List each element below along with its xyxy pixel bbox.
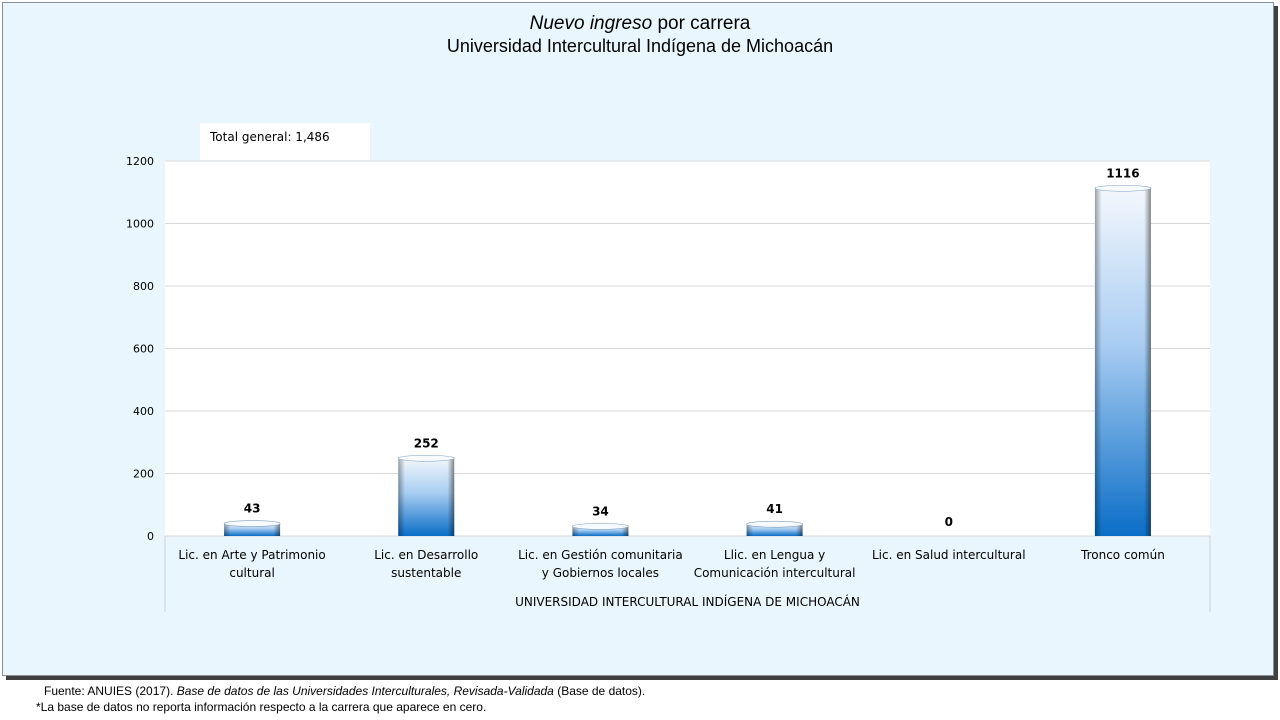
bar	[746, 520, 803, 536]
total-note-box: Total general: 1,486	[200, 123, 370, 160]
x-tick-label: Llic. en Lengua y	[724, 548, 825, 562]
bar	[397, 454, 455, 536]
x-tick-label: Lic. en Arte y Patrimonio	[178, 548, 325, 562]
source-prefix: Fuente: ANUIES (2017).	[44, 684, 174, 698]
data-label: 41	[766, 502, 783, 516]
x-group-label: UNIVERSIDAD INTERCULTURAL INDÍGENA DE MI…	[515, 594, 860, 609]
source-note: Fuente: ANUIES (2017). Base de datos de …	[44, 684, 645, 698]
x-tick-label: Lic. en Desarrollo	[374, 548, 478, 562]
chart-subtitle: Universidad Intercultural Indígena de Mi…	[446, 36, 834, 56]
source-suffix: (Base de datos).	[557, 684, 646, 698]
bar	[1094, 184, 1152, 536]
x-tick-label: Lic. en Gestión comunitaria	[518, 548, 683, 562]
x-tick-label: Lic. en Salud intercultural	[872, 548, 1026, 562]
footnote-mark: *	[36, 700, 41, 714]
chart-title-italic: Nuevo ingreso	[529, 13, 653, 34]
footnote-text: La base de datos no reporta información …	[40, 700, 487, 714]
y-tick-label: 0	[147, 530, 154, 543]
x-tick-label: y Gobiernos locales	[542, 566, 659, 580]
y-tick-label: 600	[133, 343, 154, 356]
total-note: Total general: 1,486	[210, 130, 330, 144]
y-tick-label: 1200	[126, 155, 154, 168]
x-tick-label: Comunicación intercultural	[694, 566, 856, 580]
y-tick-label: 200	[133, 468, 154, 481]
bar	[572, 523, 629, 536]
data-label: 43	[244, 502, 261, 516]
x-tick-label: Tronco común	[1080, 548, 1165, 562]
data-label: 34	[592, 504, 609, 518]
y-tick-label: 400	[133, 405, 154, 418]
data-label: 0	[945, 515, 953, 529]
data-label: 252	[414, 436, 439, 450]
data-label: 1116	[1106, 166, 1139, 180]
footnote: *La base de datos no reporta información…	[36, 700, 486, 714]
x-tick-label: sustentable	[391, 566, 461, 580]
x-tick-label: cultural	[229, 566, 274, 580]
chart-title-rest: por carrera	[657, 13, 751, 34]
bar	[223, 520, 281, 536]
chart-title: Nuevo ingreso por carrera	[0, 13, 1280, 35]
y-tick-label: 1000	[126, 218, 154, 231]
source-italic: Base de datos de las Universidades Inter…	[176, 684, 554, 698]
y-tick-label: 800	[133, 280, 154, 293]
